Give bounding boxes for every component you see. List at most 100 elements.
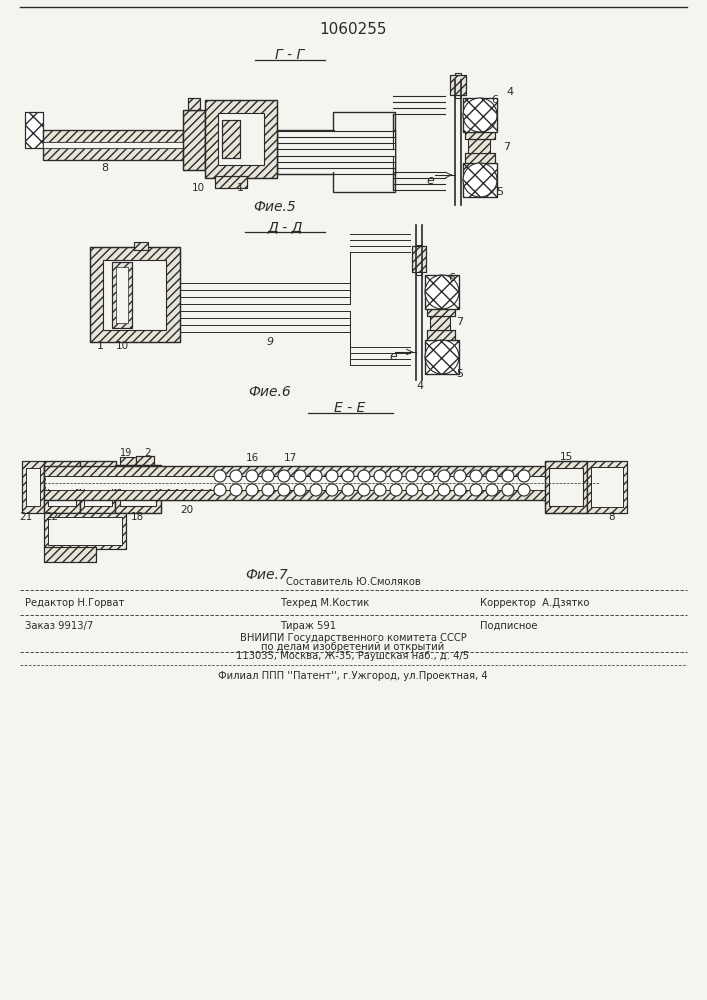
Circle shape <box>326 470 338 482</box>
Bar <box>587 461 627 513</box>
Bar <box>465 129 495 139</box>
Text: 21: 21 <box>19 512 33 522</box>
Bar <box>136 456 154 470</box>
Text: Фие.7: Фие.7 <box>245 568 288 582</box>
Bar <box>112 262 132 328</box>
Bar <box>44 461 80 513</box>
Circle shape <box>342 470 354 482</box>
Bar <box>44 513 126 549</box>
Circle shape <box>425 275 459 309</box>
Bar <box>188 98 200 110</box>
Circle shape <box>486 470 498 482</box>
Bar <box>427 330 455 340</box>
Text: 1: 1 <box>96 341 103 351</box>
Text: 5: 5 <box>496 187 503 197</box>
Circle shape <box>438 484 450 496</box>
Bar <box>465 153 495 163</box>
Bar <box>80 461 116 513</box>
Text: Г - Г: Г - Г <box>275 48 305 62</box>
Bar <box>587 461 627 513</box>
Circle shape <box>486 484 498 496</box>
Circle shape <box>438 470 450 482</box>
Bar <box>277 130 395 174</box>
Bar <box>333 112 395 192</box>
Text: 16: 16 <box>245 453 259 463</box>
Bar <box>463 163 497 197</box>
Text: 6: 6 <box>448 273 455 283</box>
Text: 15: 15 <box>559 452 573 462</box>
Bar <box>183 110 205 170</box>
Bar <box>218 113 264 165</box>
Text: 7: 7 <box>503 142 510 152</box>
Bar <box>120 472 156 506</box>
Circle shape <box>463 163 497 197</box>
Circle shape <box>278 470 290 482</box>
Bar <box>183 110 205 170</box>
Text: ВНИИПИ Государственного комитета СССР: ВНИИПИ Государственного комитета СССР <box>240 633 467 643</box>
Circle shape <box>246 484 258 496</box>
Circle shape <box>294 470 306 482</box>
Bar <box>545 461 587 513</box>
Circle shape <box>214 470 226 482</box>
Bar <box>43 130 183 142</box>
Bar <box>44 490 599 500</box>
Text: 19: 19 <box>120 448 132 458</box>
Bar <box>468 139 490 153</box>
Text: Тираж 591: Тираж 591 <box>280 621 336 631</box>
Bar <box>25 112 43 148</box>
Text: Филиал ППП ''Патент'', г.Ужгород, ул.Проектная, 4: Филиал ППП ''Патент'', г.Ужгород, ул.Про… <box>218 671 488 681</box>
Circle shape <box>518 470 530 482</box>
Text: 1060255: 1060255 <box>320 22 387 37</box>
Bar <box>425 340 459 374</box>
Text: 8: 8 <box>609 512 615 522</box>
Circle shape <box>326 484 338 496</box>
Circle shape <box>470 470 482 482</box>
Text: 20: 20 <box>180 505 194 515</box>
Bar <box>112 262 132 328</box>
Circle shape <box>310 484 322 496</box>
Circle shape <box>422 470 434 482</box>
Bar <box>134 242 148 250</box>
Bar <box>591 467 623 507</box>
Text: 8: 8 <box>101 163 109 173</box>
Bar <box>115 465 161 513</box>
Bar <box>44 547 96 562</box>
Bar <box>222 120 240 158</box>
Bar <box>425 275 459 309</box>
Bar <box>450 75 466 95</box>
Circle shape <box>294 484 306 496</box>
Bar <box>455 73 461 98</box>
Bar <box>205 100 277 178</box>
Bar <box>427 306 455 316</box>
Bar <box>222 120 240 158</box>
Bar <box>26 468 40 506</box>
Bar <box>160 478 215 500</box>
Bar <box>43 148 183 160</box>
Text: Е - Е: Е - Е <box>334 401 366 415</box>
Bar <box>134 242 148 250</box>
Bar <box>22 461 44 513</box>
Circle shape <box>230 470 242 482</box>
Bar <box>44 513 126 549</box>
Text: e: e <box>389 351 397 363</box>
Bar <box>549 468 583 506</box>
Text: по делам изобретений и открытий: по делам изобретений и открытий <box>262 642 445 652</box>
Text: Фие.6: Фие.6 <box>249 385 291 399</box>
Text: 6: 6 <box>491 95 498 105</box>
Circle shape <box>358 470 370 482</box>
Bar <box>463 98 497 132</box>
Bar <box>46 477 597 489</box>
Bar <box>450 75 466 95</box>
Circle shape <box>454 484 466 496</box>
Bar <box>412 246 426 272</box>
Bar <box>44 461 80 513</box>
Circle shape <box>230 484 242 496</box>
Circle shape <box>502 484 514 496</box>
Text: 5: 5 <box>457 369 464 379</box>
Bar <box>120 457 136 467</box>
Bar <box>425 275 459 309</box>
Circle shape <box>390 484 402 496</box>
Circle shape <box>454 470 466 482</box>
Bar <box>48 517 122 545</box>
Bar <box>25 112 43 148</box>
